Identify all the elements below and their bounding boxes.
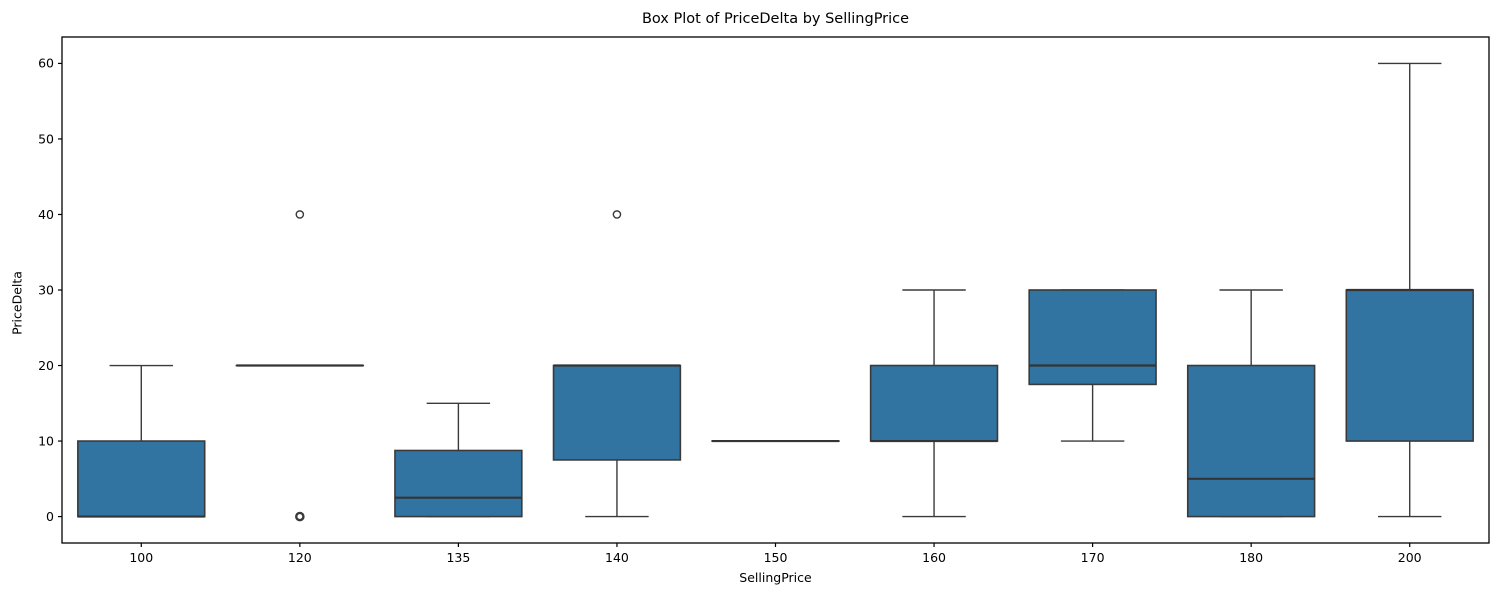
x-tick-label: 135 (446, 550, 470, 565)
x-axis-label: SellingPrice (739, 570, 812, 585)
y-tick-label: 10 (38, 433, 54, 448)
y-tick-label: 50 (38, 131, 54, 146)
x-tick-label: 180 (1239, 550, 1263, 565)
x-tick-label: 160 (922, 550, 946, 565)
box-160 (869, 364, 999, 442)
outlier-140-40 (612, 210, 622, 219)
box-180 (1186, 364, 1316, 518)
box-140 (552, 364, 682, 461)
x-tick-label: 170 (1081, 550, 1105, 565)
box-200 (1345, 289, 1474, 442)
box-100 (77, 440, 206, 518)
outlier-120-0 (295, 511, 305, 522)
x-tick-label: 100 (129, 550, 153, 565)
box-135 (394, 449, 523, 518)
outlier-120-40 (295, 210, 305, 219)
y-tick-label: 30 (38, 282, 54, 297)
chart-title: Box Plot of PriceDelta by SellingPrice (641, 11, 910, 27)
y-axis-label-text: PriceDelta (9, 271, 25, 335)
y-tick-label: 60 (38, 56, 54, 71)
x-tick-label: 140 (605, 550, 629, 565)
x-tick-label: 200 (1398, 550, 1422, 565)
box-170 (1028, 289, 1157, 386)
y-tick-label: 0 (46, 509, 54, 524)
y-tick-label: 40 (38, 207, 54, 222)
x-tick-label: 150 (764, 550, 788, 565)
y-tick-label: 20 (38, 358, 54, 373)
x-tick-label: 120 (288, 550, 312, 565)
